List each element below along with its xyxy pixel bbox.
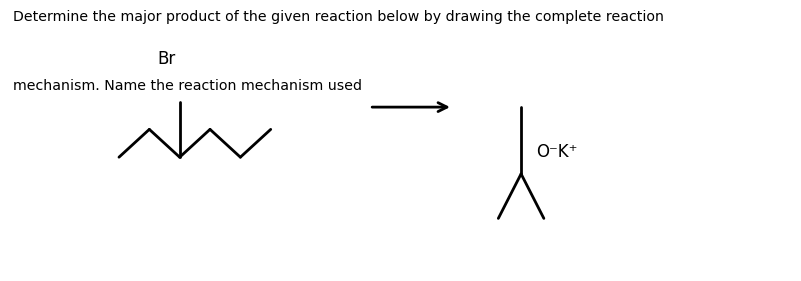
Text: O⁻K⁺: O⁻K⁺ bbox=[536, 143, 578, 161]
Text: Determine the major product of the given reaction below by drawing the complete : Determine the major product of the given… bbox=[13, 10, 664, 24]
Text: mechanism. Name the reaction mechanism used: mechanism. Name the reaction mechanism u… bbox=[13, 79, 362, 93]
Text: Br: Br bbox=[158, 50, 176, 68]
